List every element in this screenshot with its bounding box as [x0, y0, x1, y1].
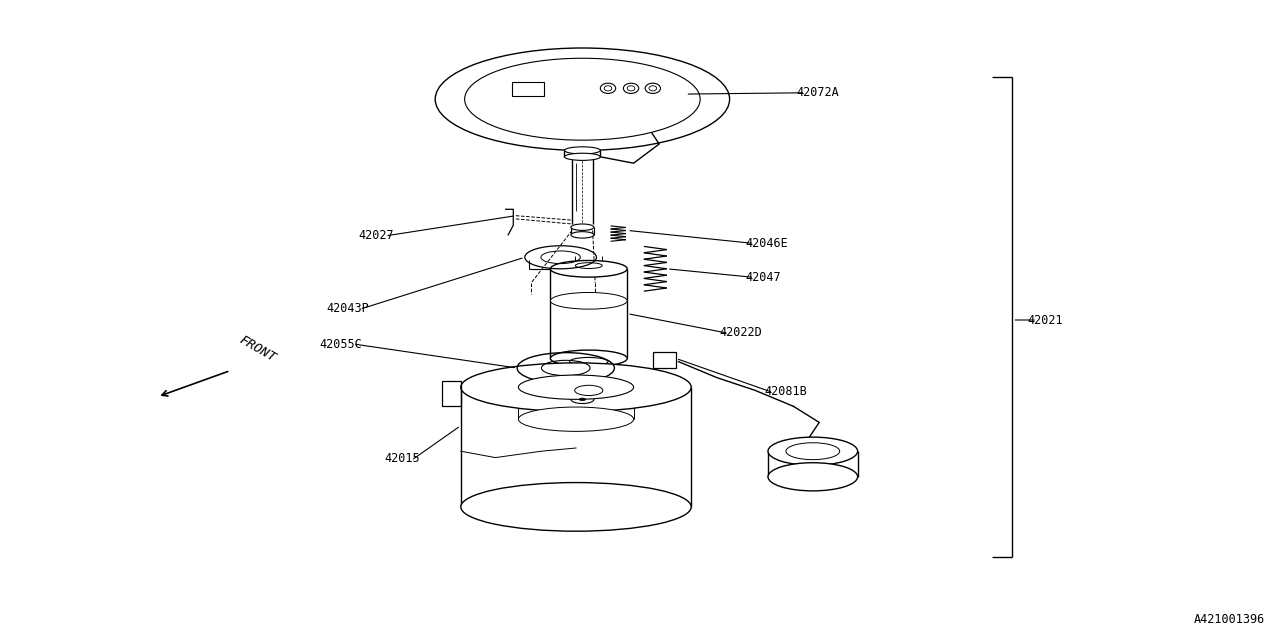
Polygon shape [512, 82, 544, 96]
Ellipse shape [518, 375, 634, 399]
Ellipse shape [576, 262, 603, 269]
Text: 42055C: 42055C [320, 338, 362, 351]
Ellipse shape [435, 48, 730, 150]
Ellipse shape [550, 260, 627, 277]
Text: 42081B: 42081B [764, 385, 806, 398]
Ellipse shape [518, 407, 634, 431]
Ellipse shape [461, 483, 691, 531]
Ellipse shape [649, 86, 657, 91]
Ellipse shape [564, 147, 600, 154]
Ellipse shape [768, 437, 858, 465]
Text: 42072A: 42072A [796, 86, 838, 99]
Ellipse shape [564, 153, 600, 161]
Text: 42022D: 42022D [719, 326, 762, 339]
Ellipse shape [627, 86, 635, 91]
Text: 42043P: 42043P [326, 302, 369, 315]
Ellipse shape [461, 363, 691, 412]
Ellipse shape [550, 292, 627, 309]
Text: 42047: 42047 [745, 271, 781, 284]
Ellipse shape [550, 350, 627, 367]
Text: 42015: 42015 [384, 452, 420, 465]
Ellipse shape [645, 83, 660, 93]
Ellipse shape [600, 83, 616, 93]
Text: FRONT: FRONT [237, 333, 278, 365]
Ellipse shape [571, 396, 594, 404]
Ellipse shape [623, 83, 639, 93]
Ellipse shape [604, 86, 612, 91]
Ellipse shape [570, 357, 608, 366]
Ellipse shape [768, 463, 858, 491]
Text: 42027: 42027 [358, 229, 394, 242]
Ellipse shape [579, 398, 586, 401]
Text: 42046E: 42046E [745, 237, 787, 250]
Text: A421001396: A421001396 [1193, 613, 1265, 626]
Ellipse shape [465, 58, 700, 140]
Ellipse shape [571, 224, 594, 230]
Text: 42021: 42021 [1028, 314, 1064, 326]
Ellipse shape [571, 232, 594, 238]
